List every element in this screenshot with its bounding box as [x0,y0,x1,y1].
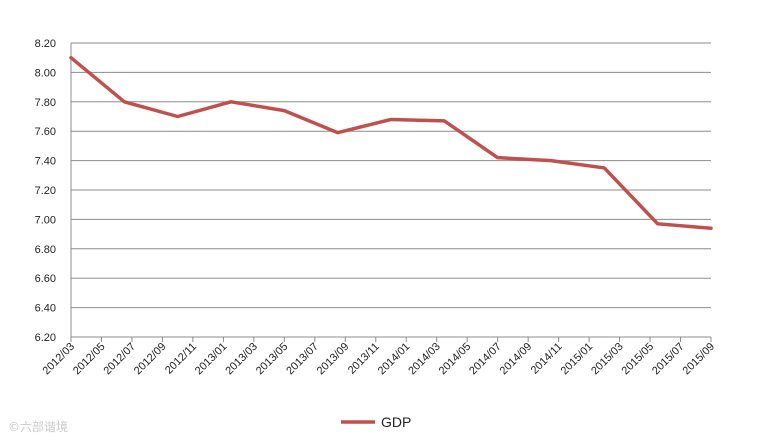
y-tick-label: 7.20 [35,185,56,197]
x-tick-label: 2014/05 [437,341,474,378]
x-tick-label: 2013/05 [254,341,291,378]
x-tick-label: 2014/03 [406,341,443,378]
x-tick-label: 2014/09 [498,341,535,378]
x-tick-label: 2013/03 [223,341,260,378]
y-tick-label: 8.20 [35,38,56,50]
x-tick-label: 2013/07 [284,341,321,378]
legend: GDP [341,414,411,430]
gdp-series-line [69,55,713,230]
x-tick-label: 2012/11 [163,341,199,377]
watermark-logo: ©六部谐境 [8,420,69,434]
x-tick-label: 2012/07 [101,341,138,378]
x-tick-label: 2014/01 [376,341,413,378]
watermark-text: 六部谐境 [20,420,69,434]
y-tick-label: 7.60 [35,126,56,138]
x-tick-label: 2015/03 [589,341,626,378]
legend-label: GDP [381,414,411,430]
y-tick-label: 7.00 [35,214,56,226]
grid-lines [70,42,711,338]
x-tick-label: 2013/09 [315,341,352,378]
y-axis-ticks: 6.20 6.40 6.60 6.80 7.00 7.20 7.40 7.60 7.80 8.00… [35,38,56,344]
x-tick-label: 2014/07 [467,341,504,378]
x-tick-label: 2012/05 [71,341,108,378]
x-tick-label: 2014/11 [529,341,565,377]
y-tick-label: 6.60 [35,273,56,285]
x-tick-label: 2013/11 [346,341,382,377]
x-axis-ticks: 2012/032012/052012/072012/092012/112013/… [41,337,718,378]
y-tick-label: 8.00 [35,67,56,79]
x-tick-label: 2012/03 [41,341,78,378]
series-layer [69,55,713,230]
y-tick-label: 7.40 [35,156,56,168]
x-tick-label: 2015/05 [620,341,657,378]
x-tick-label: 2013/01 [193,341,230,378]
y-tick-label: 6.40 [35,303,56,315]
x-tick-label: 2015/07 [650,341,687,378]
x-tick-label: 2015/01 [559,341,596,378]
y-tick-label: 7.80 [35,97,56,109]
x-tick-label: 2012/09 [132,341,169,378]
y-tick-label: 6.20 [35,332,56,344]
x-tick-label: 2015/09 [681,341,718,378]
y-tick-label: 6.80 [35,244,56,256]
